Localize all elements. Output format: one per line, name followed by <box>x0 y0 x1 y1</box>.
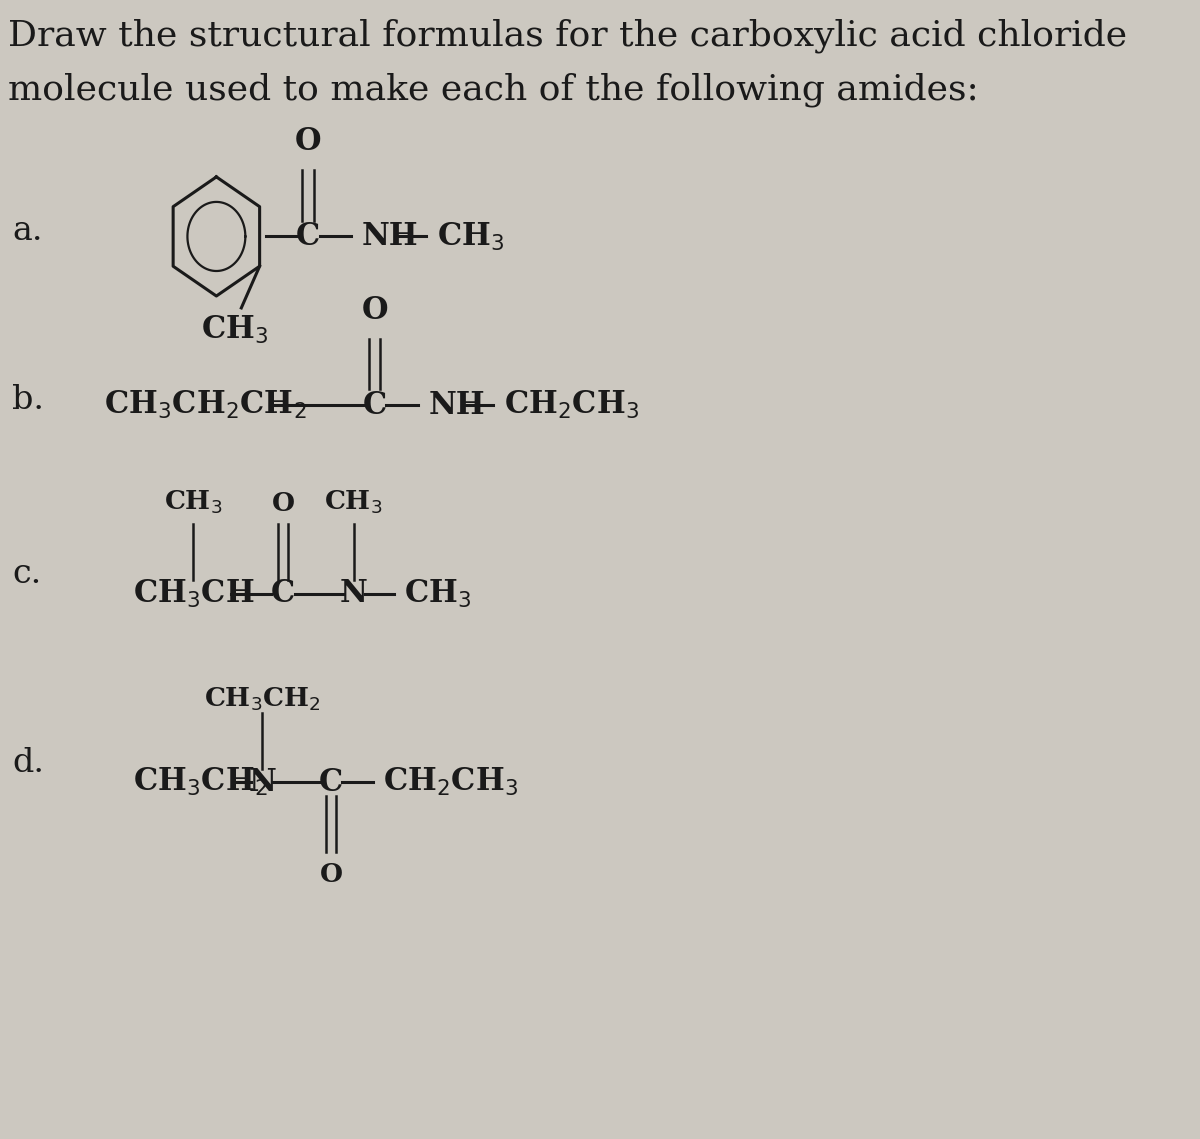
Text: molecule used to make each of the following amides:: molecule used to make each of the follow… <box>8 73 979 107</box>
Text: CH$_3$: CH$_3$ <box>437 221 504 253</box>
Text: CH$_3$CH$_2$: CH$_3$CH$_2$ <box>204 686 320 713</box>
Text: C: C <box>362 390 386 420</box>
Text: CH$_3$: CH$_3$ <box>324 489 383 516</box>
Text: CH$_3$CH$_2$CH$_2$: CH$_3$CH$_2$CH$_2$ <box>104 390 306 421</box>
Text: C: C <box>271 579 295 609</box>
Text: N: N <box>340 579 367 609</box>
Text: a.: a. <box>12 215 43 247</box>
Text: C: C <box>319 767 343 798</box>
Text: NH: NH <box>428 390 485 420</box>
Text: CH$_3$: CH$_3$ <box>403 577 470 609</box>
Text: CH$_2$CH$_3$: CH$_2$CH$_3$ <box>504 390 638 421</box>
Text: d.: d. <box>12 746 44 779</box>
Text: C: C <box>296 221 320 252</box>
Text: CH$_3$CH$_2$: CH$_3$CH$_2$ <box>133 767 268 798</box>
Text: CH$_3$: CH$_3$ <box>164 489 222 516</box>
Text: b.: b. <box>12 384 44 416</box>
Text: O: O <box>271 491 294 516</box>
Text: NH: NH <box>362 221 419 252</box>
Text: CH$_2$CH$_3$: CH$_2$CH$_3$ <box>383 767 518 798</box>
Text: O: O <box>295 126 322 157</box>
Text: c.: c. <box>12 558 42 590</box>
Text: Draw the structural formulas for the carboxylic acid chloride: Draw the structural formulas for the car… <box>8 18 1128 52</box>
Text: CH$_3$CH: CH$_3$CH <box>133 577 254 609</box>
Text: N: N <box>248 767 276 798</box>
Text: O: O <box>319 862 343 887</box>
Text: O: O <box>361 295 388 326</box>
Text: CH$_3$: CH$_3$ <box>202 313 269 346</box>
